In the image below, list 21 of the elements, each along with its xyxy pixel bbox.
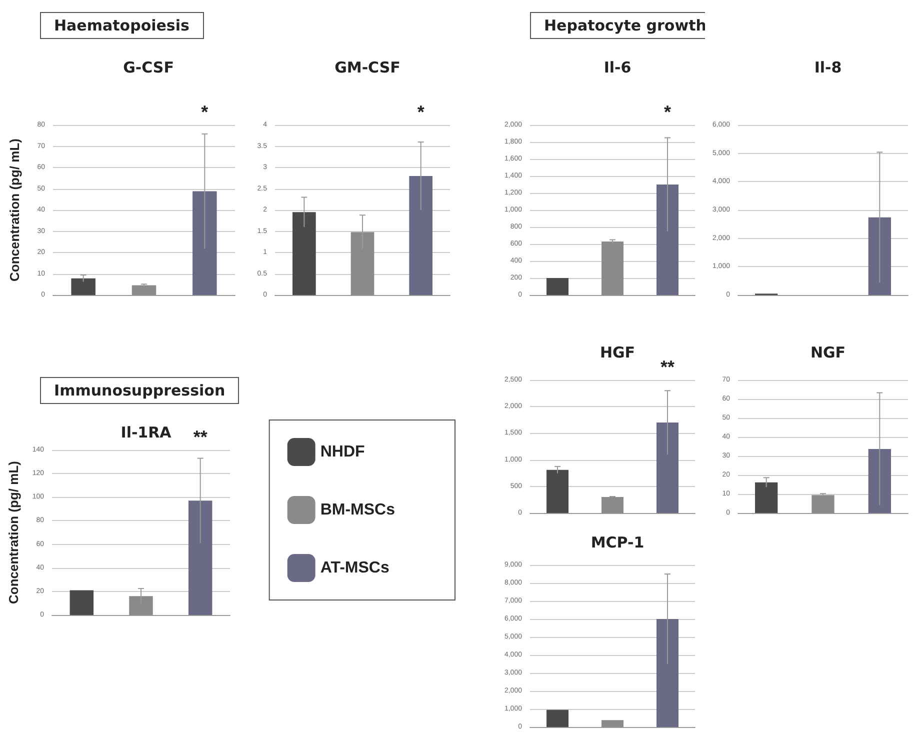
chart-subtitle: Immunosuppression [54,382,226,400]
text: * [417,102,424,122]
legend-label: NHDF [320,444,365,460]
legend-label: BM-MSCs [320,502,396,518]
text: * [664,102,672,122]
text: ** [660,357,675,377]
chart-title: G-CSF [123,58,174,76]
text: * [201,102,208,122]
chart-title: Il-8 [814,58,842,76]
chart-title: Il-6 [604,58,632,76]
chart-title: GM-CSF [334,58,400,76]
chart-subtitle: Haematopoiesis [54,16,190,34]
text: ** [193,427,208,447]
chart-title: HGF [600,344,636,362]
chart-title: NGF [810,344,846,362]
y-axis-title: Concentration (pg/ mL) [6,461,21,604]
legend-label: AT-MSCs [320,560,390,576]
chart-subtitle: Hepatocyte growth [544,16,706,34]
chart-title: Il-1RA [120,424,172,442]
chart-title: MCP-1 [590,534,644,552]
y-axis-title: Concentration (pg/ mL) [7,138,22,282]
